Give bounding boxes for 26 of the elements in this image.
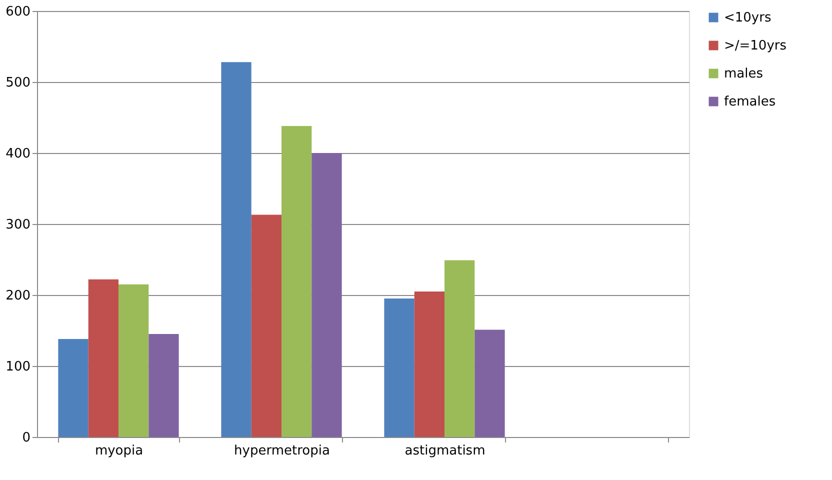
bar [384, 298, 414, 437]
bar [58, 339, 88, 437]
bar [88, 279, 118, 437]
y-tick-label: 100 [6, 360, 30, 374]
bar [282, 126, 312, 437]
x-tick-label: hypermetropia [234, 444, 330, 458]
y-tick-label: 0 [22, 430, 30, 446]
x-tick-label: astigmatism [404, 444, 486, 458]
y-tick-label: 300 [6, 218, 30, 232]
legend-label: <10yrs [724, 10, 772, 26]
legend-label: females [724, 94, 776, 110]
bar [414, 291, 444, 437]
y-tick-label: 500 [6, 76, 30, 90]
bar [312, 153, 342, 437]
bar [251, 214, 282, 437]
legend-label: >/=10yrs [724, 38, 787, 54]
y-tick-label: 600 [6, 4, 30, 20]
bar [118, 284, 149, 437]
y-tick-label: 400 [6, 146, 30, 162]
bar [444, 260, 475, 437]
bar [148, 334, 179, 437]
x-tick-label: myopia [94, 444, 144, 458]
bar [474, 330, 505, 437]
bar [221, 62, 252, 437]
y-tick-label: 200 [6, 288, 30, 304]
legend-label: males [724, 66, 764, 82]
